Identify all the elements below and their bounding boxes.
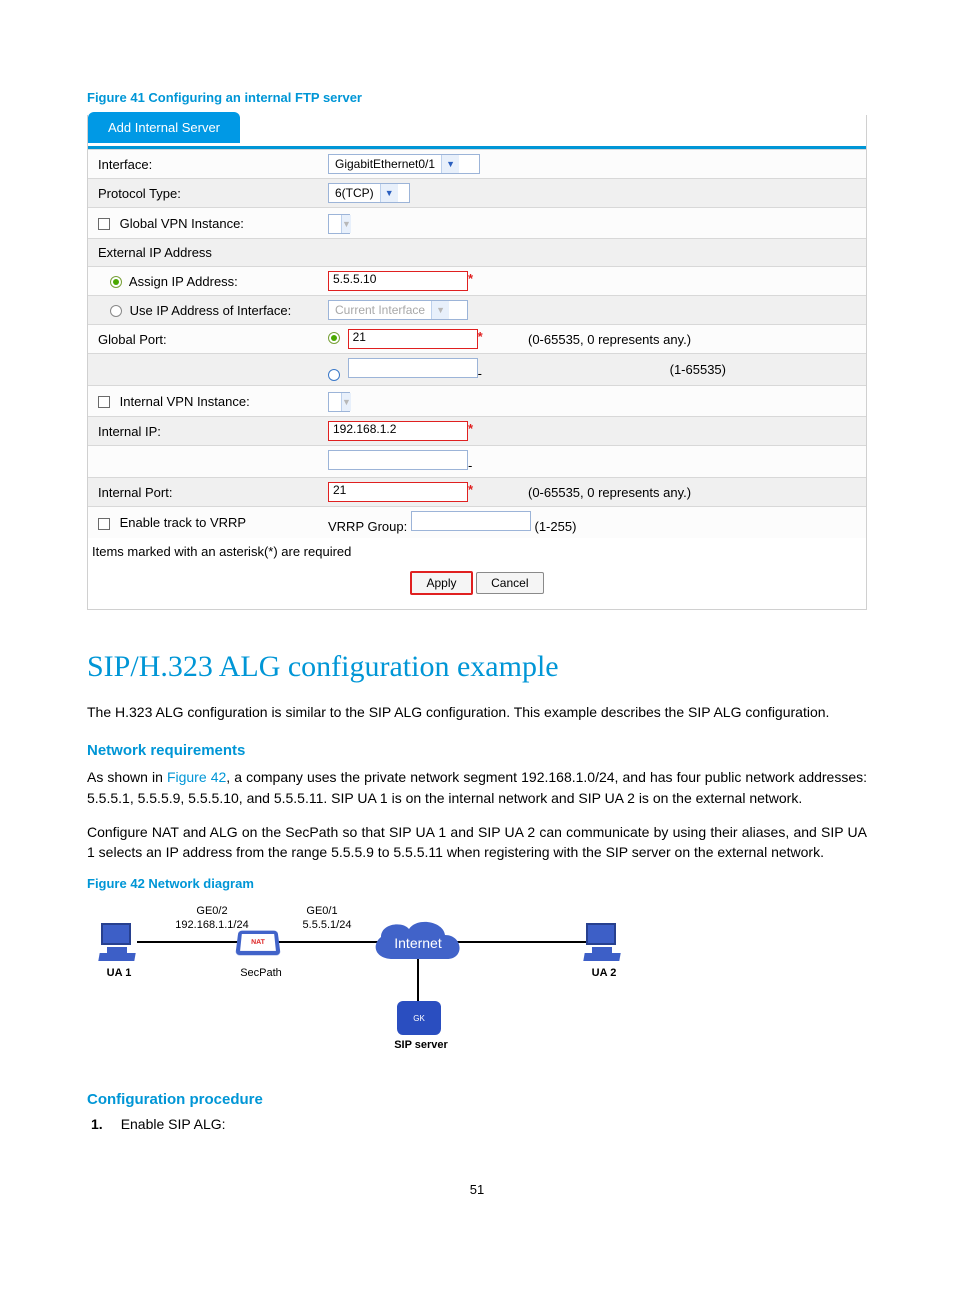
section-title: SIP/H.323 ALG configuration example (87, 650, 867, 684)
required-note: Items marked with an asterisk(*) are req… (88, 538, 866, 563)
label-vrrp: Enable track to VRRP (88, 507, 318, 539)
figure41-caption: Figure 41 Configuring an internal FTP se… (87, 90, 867, 105)
input-assign-ip[interactable]: 5.5.5.10 (328, 271, 468, 291)
label-internal-port: Internal Port: (88, 478, 318, 507)
input-internal-ip[interactable]: 192.168.1.2 (328, 421, 468, 441)
radio-global-port-single[interactable] (328, 332, 340, 344)
label-vrrp-group: VRRP Group: (328, 519, 407, 534)
apply-button[interactable]: Apply (410, 571, 472, 595)
ua1-icon (97, 923, 137, 955)
required-icon: * (478, 329, 483, 344)
heading-external-ip: External IP Address (88, 239, 866, 267)
select-protocol[interactable]: 6(TCP) ▼ (328, 183, 410, 203)
netreq-paragraph-2: Configure NAT and ALG on the SecPath so … (87, 822, 867, 863)
radio-global-port-range[interactable] (328, 369, 340, 381)
cancel-button[interactable]: Cancel (476, 572, 543, 594)
input-internal-port[interactable]: 21 (328, 482, 468, 502)
ge02-label: GE0/2 (167, 905, 257, 917)
ua2-label: UA 2 (582, 967, 626, 979)
figure42-caption: Figure 42 Network diagram (87, 876, 867, 891)
figure42-ref-link[interactable]: Figure 42 (167, 769, 226, 785)
radio-assign-ip[interactable] (110, 276, 122, 288)
select-current-interface: Current Interface ▼ (328, 300, 468, 320)
network-requirements-heading: Network requirements (87, 742, 867, 759)
chevron-down-icon: ▼ (341, 215, 351, 233)
label-internal-vpn: Internal VPN Instance: (88, 386, 318, 417)
ip02-label: 192.168.1.1/24 (157, 919, 267, 931)
sip-server-label: SIP server (385, 1039, 457, 1051)
select-interface[interactable]: GigabitEthernet0/1 ▼ (328, 154, 480, 174)
required-icon: * (468, 482, 473, 497)
input-internal-ip-end[interactable] (328, 450, 468, 470)
label-interface: Interface: (88, 150, 318, 179)
internet-cloud-icon: Internet (363, 915, 473, 971)
input-vrrp-group[interactable] (411, 511, 531, 531)
input-global-port-start[interactable] (348, 358, 478, 378)
ua2-icon (582, 923, 622, 955)
ge01-label: GE0/1 (287, 905, 357, 917)
sip-server-icon: GK (397, 1001, 441, 1035)
radio-use-interface-ip[interactable] (110, 305, 122, 317)
label-global-port: Global Port: (88, 325, 318, 354)
required-icon: * (468, 271, 473, 286)
chevron-down-icon: ▼ (380, 184, 398, 202)
chevron-down-icon: ▼ (341, 393, 351, 411)
hint-global-port: (0-65535, 0 represents any.) (518, 325, 866, 354)
select-global-vpn: ▼ (328, 214, 350, 234)
label-internal-ip: Internal IP: (88, 417, 318, 446)
netreq-paragraph-1: As shown in Figure 42, a company uses th… (87, 767, 867, 808)
chevron-down-icon: ▼ (441, 155, 459, 173)
network-diagram: UA 1 NAT SecPath GE0/2 192.168.1.1/24 GE… (87, 901, 647, 1071)
required-icon: * (468, 421, 473, 436)
select-internal-vpn: ▼ (328, 392, 350, 412)
configuration-procedure-heading: Configuration procedure (87, 1091, 867, 1108)
hint-vrrp-range: (1-255) (535, 519, 577, 534)
secpath-label: SecPath (237, 967, 285, 979)
ua1-label: UA 1 (97, 967, 141, 979)
hint-internal-port: (0-65535, 0 represents any.) (518, 478, 866, 507)
checkbox-global-vpn[interactable] (98, 218, 110, 230)
label-use-interface-ip: Use IP Address of Interface: (88, 296, 318, 325)
tab-add-internal-server[interactable]: Add Internal Server (88, 112, 240, 143)
secpath-icon: NAT (237, 929, 279, 955)
ip01-label: 5.5.5.1/24 (287, 919, 367, 931)
intro-paragraph: The H.323 ALG configuration is similar t… (87, 702, 867, 722)
checkbox-internal-vpn[interactable] (98, 396, 110, 408)
page-number: 51 (87, 1182, 867, 1197)
step-1: 1.Enable SIP ALG: (91, 1116, 867, 1132)
hint-global-port-range: (1-65535) (670, 362, 726, 377)
input-global-port[interactable]: 21 (348, 329, 478, 349)
add-internal-server-panel: Add Internal Server Interface: GigabitEt… (87, 115, 867, 610)
label-protocol: Protocol Type: (88, 179, 318, 208)
label-global-vpn: Global VPN Instance: (88, 208, 318, 239)
chevron-down-icon: ▼ (431, 301, 449, 319)
checkbox-vrrp[interactable] (98, 518, 110, 530)
label-assign-ip: Assign IP Address: (88, 267, 318, 296)
